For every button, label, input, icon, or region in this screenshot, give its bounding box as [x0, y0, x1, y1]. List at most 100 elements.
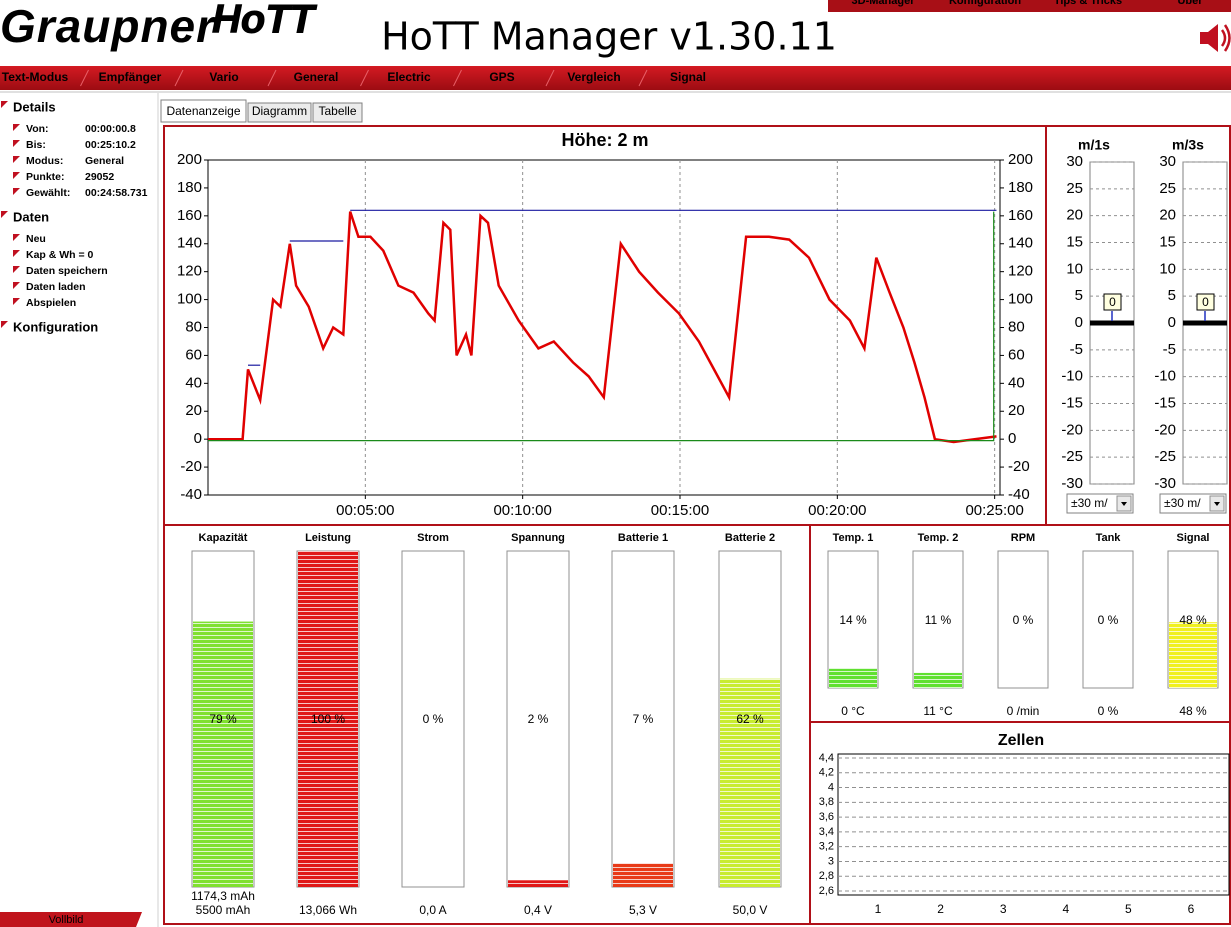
y-tick-label: 0	[1075, 314, 1083, 331]
gauge-box	[1082, 550, 1134, 689]
gauge-box	[611, 550, 675, 888]
gauge-stripes	[829, 668, 877, 688]
plot-area	[837, 753, 1230, 896]
section-marker	[1, 101, 8, 108]
y-tick-label: 3,6	[819, 811, 834, 823]
nav-tab[interactable]: Empfänger	[99, 70, 162, 84]
nav-tab[interactable]: Vergleich	[567, 70, 620, 84]
top-menu-item[interactable]: Konfiguration	[949, 0, 1021, 7]
speaker-icon[interactable]	[1200, 24, 1231, 52]
item-value: General	[85, 155, 124, 167]
top-menu-item[interactable]: Tips & Tricks	[1054, 0, 1122, 7]
nav-separator	[174, 69, 184, 87]
item-marker	[13, 250, 20, 257]
gauge-percent: 0 %	[1013, 613, 1034, 627]
y-tick-label: 60	[185, 346, 202, 363]
gauge-readout: 0 %	[1098, 704, 1119, 718]
y-tick-label: 20	[1159, 207, 1176, 224]
gauge-readout: 0 °C	[841, 704, 865, 718]
y2-tick-label: 120	[1008, 263, 1033, 280]
item-marker	[13, 124, 20, 131]
gauge-box	[997, 550, 1049, 689]
gauge-readout: 0 /min	[1007, 704, 1040, 718]
y-tick-label: -15	[1154, 394, 1176, 411]
gauge-percent: 2 %	[528, 712, 549, 726]
line-series	[208, 211, 997, 444]
item-label: Modus:	[26, 155, 63, 167]
dropdown-arrow	[1214, 502, 1220, 506]
view-tab-label[interactable]: Tabelle	[318, 104, 356, 118]
nav-tab[interactable]: Signal	[670, 70, 706, 84]
item-value: 00:25:10.2	[85, 139, 136, 151]
gauge-box	[912, 550, 964, 689]
item-value: 29052	[85, 171, 114, 183]
x-tick-label: 00:20:00	[808, 502, 866, 519]
y-tick-label: 5	[1168, 287, 1176, 304]
fullscreen-label[interactable]: Vollbild	[49, 914, 84, 926]
item-label: Gewählt:	[26, 187, 70, 199]
gauge-percent: 14 %	[839, 613, 867, 627]
nav-tab[interactable]: Electric	[387, 70, 431, 84]
y-tick-label: 20	[1066, 207, 1083, 224]
nav-separator	[453, 69, 462, 87]
y-tick-label: 20	[185, 402, 202, 419]
item-label[interactable]: Daten laden	[26, 281, 86, 293]
nav-separator	[360, 69, 369, 87]
y-tick-label: 2,8	[819, 870, 834, 882]
item-label[interactable]: Neu	[26, 233, 46, 245]
y-tick-label: -10	[1154, 368, 1176, 385]
section-title[interactable]: Daten	[13, 209, 49, 224]
view-tab[interactable]	[312, 102, 363, 123]
y-tick-label: -20	[1154, 421, 1176, 438]
gauge-readout: 0,0 A	[419, 903, 446, 917]
y2-tick-label: 180	[1008, 179, 1033, 196]
gauge-stripes	[720, 678, 780, 887]
y-tick-label: 3,8	[819, 796, 834, 808]
view-tab[interactable]	[247, 102, 312, 123]
view-tab-label[interactable]: Diagramm	[252, 104, 307, 118]
y-tick-label: 25	[1066, 180, 1083, 197]
item-label[interactable]: Abspielen	[26, 297, 76, 309]
nav-tab[interactable]: GPS	[489, 70, 514, 84]
x-tick-label: 00:15:00	[651, 502, 709, 519]
gauge-stripes	[613, 863, 673, 887]
gauge-percent: 48 %	[1179, 613, 1207, 627]
y-tick-label: 160	[177, 207, 202, 224]
item-label[interactable]: Kap & Wh = 0	[26, 249, 94, 261]
y-tick-label: 4,2	[819, 767, 834, 779]
nav-tab[interactable]: General	[294, 70, 339, 84]
y-tick-label: 0	[1168, 314, 1176, 331]
nav-separator	[267, 69, 277, 87]
range-select-label[interactable]: ±30 m/	[1071, 496, 1108, 510]
y-tick-label: -20	[1061, 421, 1083, 438]
y2-tick-label: -40	[1008, 486, 1030, 503]
y-tick-label: 30	[1066, 153, 1083, 170]
gauge-percent: 62 %	[736, 712, 764, 726]
y-tick-label: 120	[177, 263, 202, 280]
item-label[interactable]: Daten speichern	[26, 265, 108, 277]
gauge-title: m/3s	[1172, 137, 1204, 153]
section-title[interactable]: Konfiguration	[13, 319, 98, 334]
x-tick-label: 1	[875, 902, 882, 916]
top-menu-item[interactable]: 3D-Manager	[852, 0, 916, 7]
section-marker	[1, 321, 8, 328]
section-title[interactable]: Details	[13, 99, 56, 114]
range-select-label[interactable]: ±30 m/	[1164, 496, 1201, 510]
nav-tab[interactable]: Vario	[209, 70, 238, 84]
item-marker	[13, 234, 20, 241]
fullscreen-tab[interactable]	[0, 912, 142, 927]
item-marker	[13, 282, 20, 289]
gauge-title: Spannung	[511, 532, 565, 544]
nav-separator	[638, 69, 648, 87]
nav-separator	[80, 69, 89, 87]
y-tick-label: -25	[1061, 448, 1083, 465]
view-tab-label[interactable]: Datenanzeige	[166, 104, 240, 118]
nav-tab[interactable]: Text-Modus	[2, 70, 69, 84]
view-tab[interactable]	[160, 99, 247, 123]
y-tick-label: -40	[180, 486, 202, 503]
gauge-title: Temp. 1	[833, 532, 874, 544]
gauge-stripes	[193, 621, 253, 887]
y-tick-label: 3	[828, 855, 834, 867]
top-menu-item[interactable]: Über	[1177, 0, 1203, 7]
